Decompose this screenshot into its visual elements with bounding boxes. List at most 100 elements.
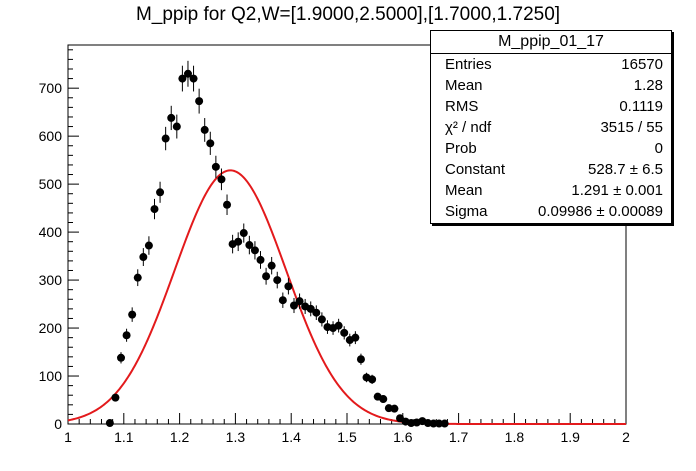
data-point <box>340 326 349 340</box>
y-tick-label: 400 <box>39 224 63 240</box>
stats-box: M_ppip_01_17 Entries 16570 Mean 1.28 RMS… <box>430 30 672 224</box>
data-point <box>206 131 215 155</box>
stats-title: M_ppip_01_17 <box>431 31 671 54</box>
stats-value: 0 <box>654 140 663 157</box>
point-marker <box>117 353 126 362</box>
data-point <box>256 251 265 269</box>
stats-label: RMS <box>445 98 479 115</box>
point-marker <box>178 74 187 83</box>
data-point <box>183 60 192 87</box>
point-marker <box>340 328 349 337</box>
data-point <box>295 293 304 309</box>
data-point <box>440 419 449 428</box>
stats-row-chi2: χ² / ndf 3515 / 55 <box>431 117 671 138</box>
point-marker <box>435 419 444 428</box>
y-tick-label: 500 <box>39 176 63 192</box>
data-point <box>200 118 209 142</box>
y-tick-label: 100 <box>39 368 63 384</box>
point-marker <box>356 355 365 364</box>
data-point <box>250 241 259 260</box>
data-point <box>111 393 120 402</box>
x-tick-label: 1.5 <box>337 429 357 445</box>
data-point <box>239 223 248 243</box>
point-marker <box>239 229 248 238</box>
stats-label: χ² / ndf <box>445 119 492 136</box>
data-point <box>368 374 377 385</box>
data-point <box>312 305 321 321</box>
data-point <box>172 114 181 139</box>
y-tick-label: 600 <box>39 128 63 144</box>
point-marker <box>440 419 449 428</box>
data-point <box>356 353 365 365</box>
stats-value: 528.7 ± 6.5 <box>588 161 663 178</box>
data-points <box>105 60 449 428</box>
point-marker <box>379 395 388 404</box>
data-point <box>178 65 187 92</box>
data-point <box>122 328 131 342</box>
data-point <box>289 297 298 314</box>
point-marker <box>273 276 282 285</box>
point-marker <box>267 261 276 270</box>
y-tick-label: 700 <box>39 80 63 96</box>
point-marker <box>128 310 137 319</box>
data-point <box>128 307 137 322</box>
point-marker <box>351 333 360 342</box>
point-marker <box>262 272 271 281</box>
point-marker <box>390 404 399 413</box>
data-point <box>435 419 444 428</box>
data-point <box>150 198 159 220</box>
data-point <box>223 194 232 216</box>
stats-label: Prob <box>445 140 477 157</box>
x-tick-label: 1.4 <box>281 429 301 445</box>
point-marker <box>111 393 120 402</box>
point-marker <box>223 200 232 209</box>
point-marker <box>306 304 315 313</box>
x-tick-label: 1.6 <box>393 429 413 445</box>
gaussian-fit <box>67 169 626 425</box>
stats-value: 16570 <box>621 56 663 73</box>
stats-value: 0.1119 <box>619 98 663 115</box>
stats-row-constant: Constant 528.7 ± 6.5 <box>431 159 671 180</box>
data-point <box>156 181 165 203</box>
data-point <box>267 256 276 275</box>
point-marker <box>317 315 326 324</box>
point-marker <box>278 296 287 305</box>
chart-title: M_ppip for Q2,W=[1.9000,2.5000],[1.7000,… <box>135 4 561 25</box>
point-marker <box>334 321 343 330</box>
y-tick-label: 200 <box>39 320 63 336</box>
data-point <box>234 232 243 252</box>
x-tick-label: 1 <box>64 429 72 445</box>
x-tick-label: 1.2 <box>170 429 190 445</box>
point-marker <box>295 297 304 306</box>
x-tick-label: 1.3 <box>226 429 246 445</box>
data-point <box>284 278 293 295</box>
data-point <box>105 419 114 428</box>
data-point <box>245 235 254 255</box>
stats-row-sigma: Sigma 0.09986 ± 0.00089 <box>431 201 671 222</box>
point-marker <box>189 74 198 83</box>
y-tick-label: 0 <box>54 416 62 432</box>
point-marker <box>150 205 159 214</box>
point-marker <box>206 139 215 148</box>
x-tick-label: 1.9 <box>560 429 580 445</box>
point-marker <box>156 188 165 197</box>
stats-value: 0.09986 ± 0.00089 <box>537 203 663 220</box>
point-marker <box>122 331 131 340</box>
axes: 1 1.1 1.2 1.3 1.4 1.5 1.6 1.7 1.8 1.9 2 0 100 200 300 4… <box>39 44 630 445</box>
point-marker <box>144 241 153 250</box>
stats-label: Entries <box>445 56 492 73</box>
point-marker <box>256 255 265 264</box>
stats-row-mean: Mean 1.28 <box>431 75 671 96</box>
data-point <box>133 269 142 287</box>
data-point <box>144 236 153 255</box>
stats-value: 1.291 ± 0.001 <box>571 182 663 199</box>
stats-label: Mean <box>445 77 483 94</box>
stats-row-rms: RMS 0.1119 <box>431 96 671 117</box>
data-point <box>390 404 399 413</box>
x-tick-label: 2 <box>622 429 630 445</box>
point-marker <box>105 419 114 428</box>
point-marker <box>234 237 243 246</box>
data-point <box>161 126 170 151</box>
point-marker <box>284 282 293 291</box>
point-marker <box>289 301 298 310</box>
